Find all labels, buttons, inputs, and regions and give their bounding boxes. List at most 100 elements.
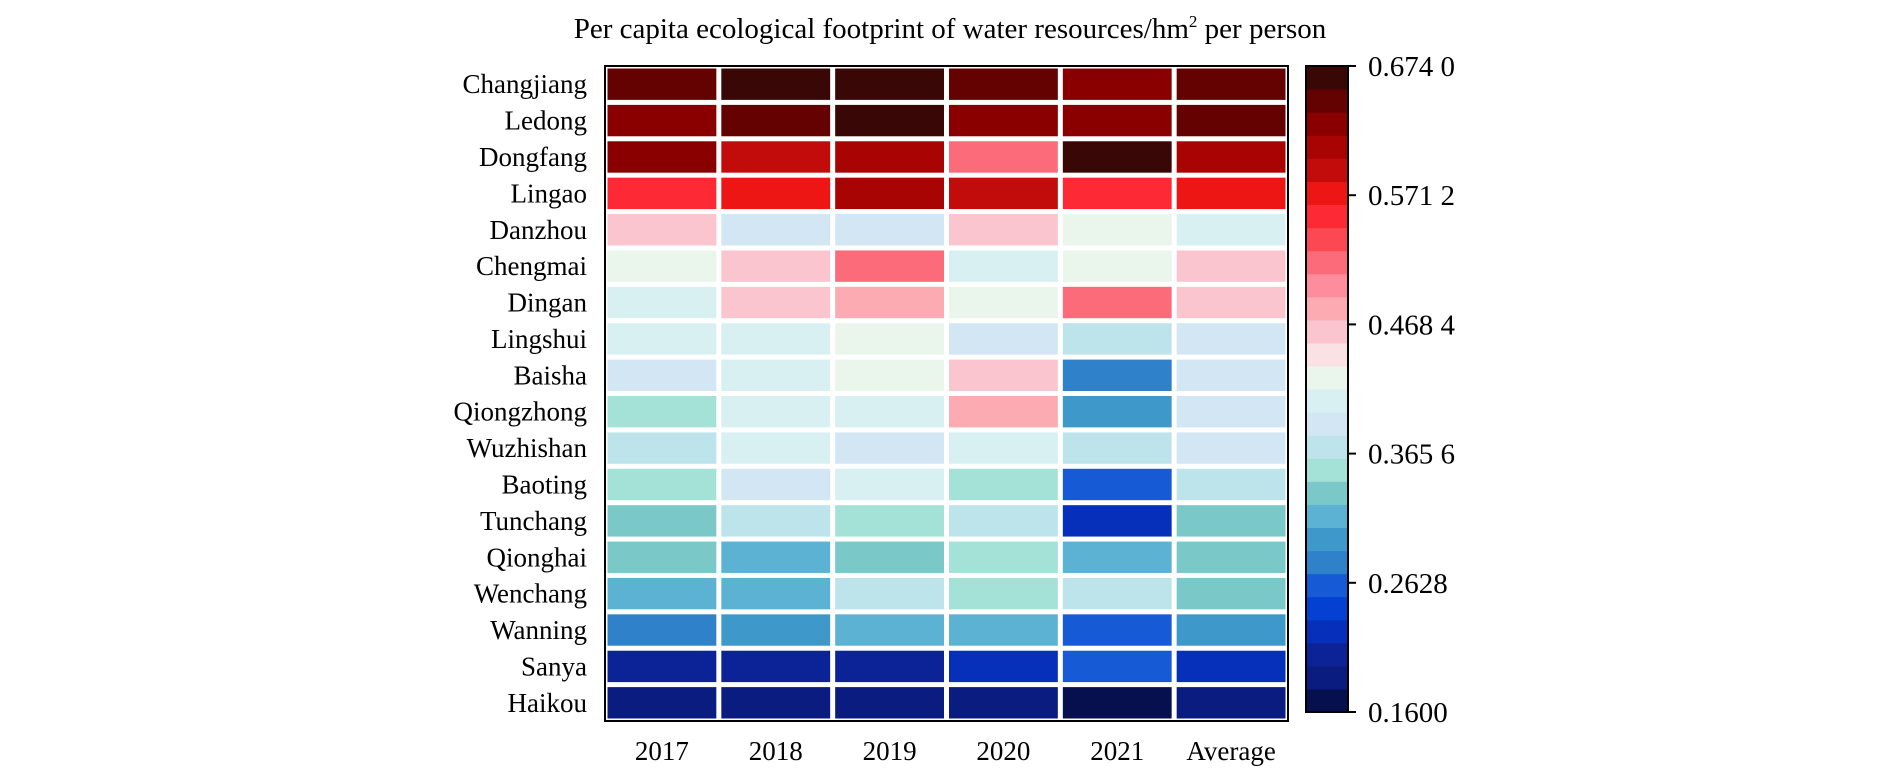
heatmap-cell [1176, 141, 1286, 173]
heatmap-cell [721, 214, 831, 246]
heatmap-cell [721, 468, 831, 501]
heatmap-cell [1062, 250, 1172, 282]
colorbar: 0.674 0 0.571 2 0.468 4 0.365 6 0.2628 0.1600 [1305, 51, 1456, 729]
heatmap-cell [1176, 177, 1286, 210]
row-label: Danzhou [490, 215, 588, 245]
heatmap-cell [721, 323, 831, 355]
heatmap-cell [1062, 214, 1172, 246]
heatmap-cell [1176, 323, 1286, 355]
heatmap-cell [835, 323, 944, 355]
colorbar-segment [1306, 550, 1348, 575]
heatmap-cell [1176, 468, 1286, 501]
heatmap-cell [1176, 214, 1286, 246]
heatmap-cell [721, 687, 831, 719]
colorbar-segment [1306, 273, 1348, 298]
heatmap-cell [607, 614, 717, 646]
heatmap-cell [1062, 68, 1172, 100]
colorbar-segment [1306, 412, 1348, 436]
colorbar-segment [1306, 342, 1348, 367]
heatmap-cell [835, 650, 944, 683]
heatmap-cell [721, 396, 831, 428]
colorbar-segment [1306, 365, 1348, 390]
heatmap-cell [1062, 104, 1172, 137]
colorbar-tick-label: 0.571 2 [1368, 180, 1455, 212]
heatmap-cell [1062, 614, 1172, 646]
chart-title-main: Per capita ecological footprint of water… [574, 13, 1190, 45]
heatmap-cell [1176, 614, 1286, 646]
heatmap-cell [721, 359, 831, 391]
heatmap-cell [1062, 650, 1172, 683]
row-label: Qiongzhong [454, 397, 587, 427]
heatmap-cell [1176, 687, 1286, 719]
heatmap-cell [949, 614, 1058, 646]
heatmap-cell [835, 577, 944, 610]
heatmap-cell [1062, 141, 1172, 173]
colorbar-segment [1306, 688, 1348, 713]
heatmap-cell [721, 432, 831, 464]
colorbar-segment [1306, 435, 1348, 459]
heatmap-cell [1176, 286, 1286, 319]
row-label: Wenchang [474, 579, 587, 609]
colorbar-segment [1306, 158, 1348, 182]
chart-title: Per capita ecological footprint of water… [574, 12, 1327, 45]
row-label: Lingshui [491, 324, 587, 354]
heatmap-cell [1176, 650, 1286, 683]
heatmap-cell [721, 286, 831, 319]
row-label: Tunchang [480, 506, 587, 536]
heatmap-cell [1062, 396, 1172, 428]
heatmap-cell [1176, 541, 1286, 573]
heatmap-cell [949, 68, 1058, 100]
heatmap-cell [835, 468, 944, 501]
heatmap-cell [949, 177, 1058, 210]
heatmap-cell [835, 432, 944, 464]
heatmap-cell [835, 250, 944, 282]
column-label: 2019 [863, 736, 917, 766]
colorbar-segment [1306, 89, 1348, 113]
heatmap-cell [1176, 250, 1286, 282]
colorbar-segment [1306, 296, 1348, 321]
heatmap-cell [721, 541, 831, 573]
heatmap-cell [607, 323, 717, 355]
heatmap-cell [949, 541, 1058, 573]
heatmap-cell [607, 359, 717, 391]
colorbar-frame [1305, 65, 1349, 713]
column-label: 2018 [749, 736, 803, 766]
heatmap-cell [1176, 68, 1286, 100]
heatmap-cell [721, 650, 831, 683]
heatmap-cell [1062, 177, 1172, 210]
colorbar-segment [1306, 319, 1348, 344]
heatmap-cell [607, 650, 717, 683]
heatmap-cell [835, 214, 944, 246]
colorbar-segment [1306, 227, 1348, 252]
colorbar-tick-label: 0.468 4 [1368, 309, 1456, 341]
heatmap-cell [721, 505, 831, 537]
heatmap-cell [607, 104, 717, 137]
heatmap-cell [949, 359, 1058, 391]
colorbar-segment [1306, 204, 1348, 229]
heatmap-cell [607, 687, 717, 719]
colorbar-segment [1306, 181, 1348, 206]
heatmap-cell [835, 396, 944, 428]
heatmap-cell [949, 250, 1058, 282]
heatmap-cell [607, 250, 717, 282]
heatmap-cells [607, 68, 1286, 719]
row-labels: Changjiang Ledong Dongfang Lingao Danzhou Che… [454, 69, 588, 718]
row-label: Baisha [514, 360, 588, 390]
heatmap-cell [607, 432, 717, 464]
heatmap-cell [1176, 505, 1286, 537]
colorbar-segment [1306, 619, 1348, 644]
heatmap-cell [607, 468, 717, 501]
heatmap-cell [721, 141, 831, 173]
heatmap-cell [721, 68, 831, 100]
heatmap-cell [1176, 432, 1286, 464]
heatmap-cell [1062, 286, 1172, 319]
heatmap-cell [835, 614, 944, 646]
heatmap-cell [835, 104, 944, 137]
column-label: Average [1186, 736, 1275, 766]
heatmap-cell [607, 396, 717, 428]
colorbar-segment [1306, 112, 1348, 136]
heatmap-cell [1062, 577, 1172, 610]
colorbar-segment [1306, 481, 1348, 505]
colorbar-segment [1306, 66, 1348, 90]
colorbar-segment [1306, 458, 1348, 482]
